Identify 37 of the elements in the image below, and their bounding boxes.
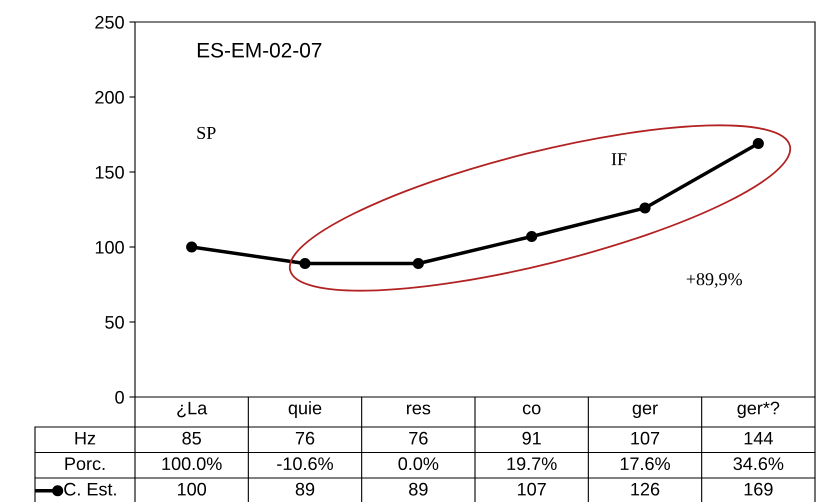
data-label: 126 bbox=[631, 482, 660, 496]
text: 144 bbox=[744, 432, 773, 444]
text: 91 bbox=[522, 432, 541, 445]
x-tick-label: ger*? bbox=[738, 402, 780, 418]
data-label: 100 bbox=[178, 482, 206, 496]
text: 76 bbox=[296, 432, 314, 445]
y-tick-label: 100 bbox=[96, 240, 124, 254]
text: Porc. bbox=[65, 457, 104, 470]
annotation: +89,9% bbox=[686, 273, 742, 288]
y-tick-label: 200 bbox=[95, 90, 124, 104]
text: 17.6% bbox=[620, 457, 670, 470]
y-tick-label: 150 bbox=[96, 166, 124, 179]
x-tick-label: ger bbox=[632, 404, 658, 418]
text: -10.6% bbox=[277, 457, 333, 470]
x-tick-label: co bbox=[522, 404, 540, 414]
y-tick-label: 250 bbox=[95, 16, 124, 29]
data-label: 107 bbox=[518, 482, 546, 496]
text: 0.0% bbox=[398, 457, 438, 470]
text: 19.7% bbox=[507, 457, 557, 470]
y-tick-label: 50 bbox=[105, 316, 124, 329]
annotation: IF bbox=[612, 153, 626, 166]
x-tick-label: ¿La bbox=[177, 402, 208, 418]
text: Hz bbox=[75, 432, 96, 444]
text: 100.0% bbox=[162, 457, 222, 470]
legend-label: C. Est. bbox=[64, 482, 116, 496]
text: 85 bbox=[182, 432, 201, 445]
annotation: ES-EM-02-07 bbox=[198, 42, 322, 58]
annotation: SP bbox=[197, 126, 216, 140]
data-label: 89 bbox=[409, 482, 428, 496]
x-tick-label: res bbox=[406, 404, 430, 414]
data-label: 169 bbox=[744, 482, 773, 496]
y-tick-label: 0 bbox=[115, 390, 124, 404]
data-label: 89 bbox=[296, 482, 314, 496]
text: 34.6% bbox=[733, 457, 784, 470]
text: 76 bbox=[409, 432, 428, 445]
x-tick-label: quie bbox=[288, 401, 322, 418]
text: 107 bbox=[631, 432, 660, 445]
